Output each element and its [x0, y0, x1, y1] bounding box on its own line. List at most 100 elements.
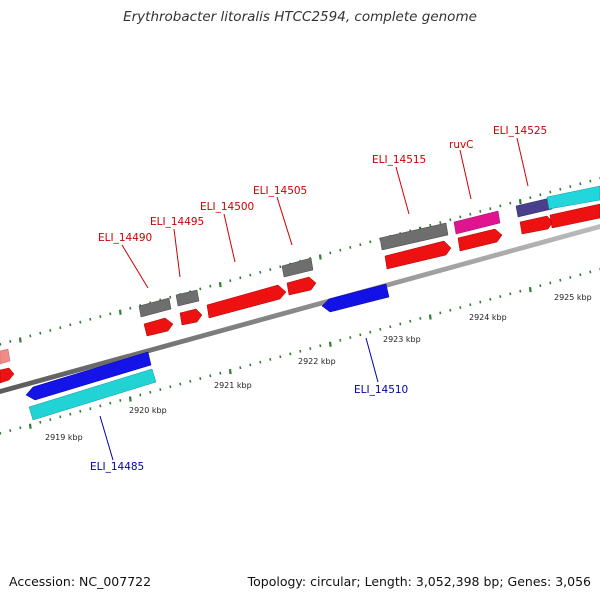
gene-feature-eli-14510[interactable]: [321, 283, 390, 313]
scale-tick-top: [69, 323, 72, 327]
scale-tick-bottom: [59, 415, 62, 419]
scale-tick-bottom: [179, 382, 182, 386]
gene-label[interactable]: ELI_14485: [90, 461, 144, 473]
callout-lines-forward: [121, 137, 529, 289]
scale-tick-top: [318, 254, 322, 260]
gene-feature-eli-14515[interactable]: [379, 222, 449, 251]
scale-tick-top: [539, 193, 542, 197]
gene-label[interactable]: ELI_14505: [253, 185, 307, 197]
scale-tick-top: [229, 279, 232, 283]
gene-arrow-eli-14490[interactable]: [143, 317, 174, 337]
gene-feature-eli-14485[interactable]: [25, 351, 152, 401]
scale-tick-top: [118, 309, 122, 315]
scale-tick-top: [369, 240, 372, 244]
gene-arrow-eli-14495[interactable]: [179, 308, 203, 326]
scale-tick-top: [549, 190, 552, 194]
scale-tick-top: [349, 246, 352, 249]
scale-tick-bottom: [569, 276, 572, 279]
gene-label[interactable]: ruvC: [449, 139, 474, 151]
page-title: Erythrobacter litoralis HTCC2594, comple…: [123, 9, 477, 25]
scale-tick-top: [59, 326, 62, 330]
gene-label[interactable]: ELI_14525: [493, 125, 547, 137]
callout-lines-reverse: [99, 337, 379, 461]
gene-label[interactable]: ELI_14515: [372, 154, 426, 166]
scale-tick-bottom: [289, 352, 292, 356]
scale-tick-bottom: [89, 407, 92, 411]
scale-tick-top: [239, 276, 242, 280]
scale-tick-top: [199, 287, 202, 291]
genome-backbone: [0, 224, 600, 394]
scale-tick-top: [169, 295, 172, 299]
gene-feature-ruvc[interactable]: [453, 210, 501, 235]
gene-arrow-eli-14500[interactable]: [206, 284, 287, 319]
gene-label[interactable]: ELI_14490: [98, 232, 152, 244]
scale-label: 2922 kbp: [298, 357, 336, 366]
scale-tick-top: [329, 251, 332, 255]
scale-tick-bottom: [159, 388, 162, 391]
gene-feature-eli-14525[interactable]: [515, 197, 553, 218]
scale-tick-top: [459, 215, 462, 219]
gene-label[interactable]: ELI_14510: [354, 384, 408, 396]
scale-tick-bottom: [228, 368, 232, 375]
scale-tick-top: [0, 342, 2, 346]
scale-tick-bottom: [409, 319, 412, 323]
gene-arrow-ruvc[interactable]: [457, 228, 503, 252]
callout-eli-14490: [121, 244, 149, 289]
scale-tick-top: [49, 329, 52, 332]
gene-label[interactable]: ELI_14495: [150, 216, 204, 228]
scale-tick-bottom: [0, 431, 2, 435]
gene-feature-cyan-top[interactable]: [546, 185, 600, 210]
scale-tick-bottom: [139, 393, 142, 397]
scale-tick-top: [559, 187, 562, 191]
scale-ticks-bottom: [0, 268, 600, 435]
scale-label: 2919 kbp: [45, 433, 83, 442]
scale-tick-bottom: [28, 423, 32, 429]
gene-labels: ELI_14490 ELI_14495 ELI_14500 ELI_14505 …: [90, 125, 547, 473]
scale-tick-top: [129, 306, 132, 310]
scale-tick-bottom: [309, 347, 312, 350]
scale-tick-top: [109, 312, 112, 316]
callout-eli-14510: [365, 337, 379, 383]
scale-tick-bottom: [589, 270, 592, 274]
scale-tick-bottom: [279, 355, 282, 359]
scale-tick-bottom: [299, 349, 302, 353]
scale-tick-bottom: [349, 336, 352, 339]
scale-tick-top: [489, 207, 492, 211]
scale-tick-bottom: [9, 429, 12, 432]
scale-tick-bottom: [128, 396, 132, 402]
scale-tick-bottom: [389, 325, 392, 329]
callout-eli-14500: [223, 213, 236, 263]
genome-stats-text: Topology: circular; Length: 3,052,398 bp…: [247, 574, 591, 589]
scale-tick-bottom: [449, 308, 452, 312]
gene-arrow-left-edge[interactable]: [0, 367, 15, 384]
callout-eli-14505: [276, 196, 293, 246]
scale-labels: 2919 kbp 2920 kbp 2921 kbp 2922 kbp 2923…: [45, 293, 592, 442]
scale-tick-bottom: [149, 390, 152, 394]
scale-tick-bottom: [419, 317, 422, 320]
scale-tick-bottom: [539, 284, 542, 288]
scale-tick-bottom: [119, 399, 122, 402]
gene-arrow-eli-14515[interactable]: [384, 240, 452, 270]
gene-feature-eli-14495[interactable]: [175, 289, 200, 307]
scale-tick-bottom: [379, 327, 382, 331]
gene-feature-eli-14490[interactable]: [138, 297, 172, 318]
scale-tick-top: [579, 182, 582, 186]
gene-arrow-right-edge[interactable]: [549, 203, 600, 229]
scale-tick-bottom: [49, 418, 52, 421]
callout-eli-14485: [99, 415, 114, 461]
scale-tick-top: [259, 270, 262, 274]
gene-arrow-eli-14505[interactable]: [286, 276, 317, 296]
gene-feature-eli-14505[interactable]: [281, 257, 314, 278]
scale-tick-bottom: [528, 286, 532, 293]
gene-arrow-eli-14525[interactable]: [519, 215, 554, 235]
gene-feature-eli-14485-cyan[interactable]: [28, 368, 157, 421]
scale-ticks-top: [0, 177, 600, 346]
gene-label[interactable]: ELI_14500: [200, 201, 254, 213]
scale-tick-top: [359, 243, 362, 247]
scale-tick-top: [79, 320, 82, 324]
scale-tick-top: [509, 201, 512, 205]
gene-feature-left-edge[interactable]: [0, 348, 11, 365]
scale-tick-top: [479, 210, 482, 213]
